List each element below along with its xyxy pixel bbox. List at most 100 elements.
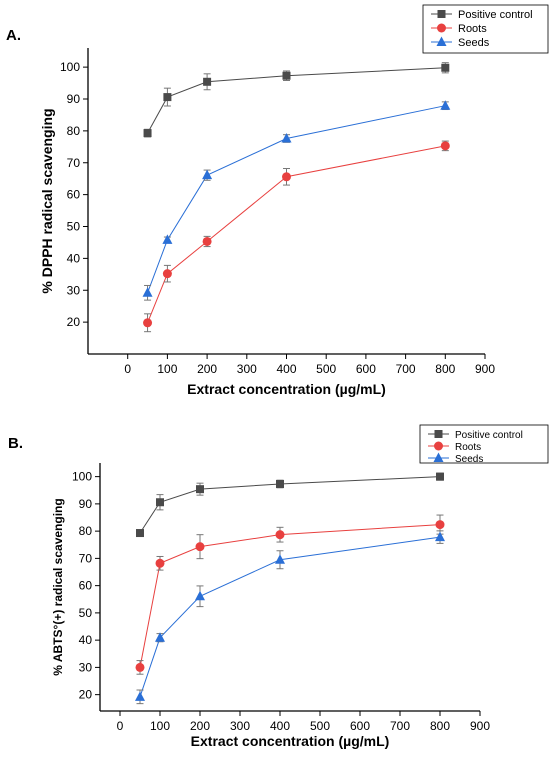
legend-item: Seeds xyxy=(431,36,490,49)
legend-item: Roots xyxy=(428,441,481,453)
legend-label: Positive control xyxy=(458,9,533,21)
x-tick-label: 0 xyxy=(124,362,131,376)
x-axis-label: Extract concentration (µg/mL) xyxy=(187,381,386,397)
x-tick-label: 500 xyxy=(316,362,336,376)
legend-item: Positive control xyxy=(428,430,523,441)
data-point xyxy=(276,479,284,488)
y-axis-label: % ABTS°(+) radical scavenging xyxy=(51,498,65,675)
series-square xyxy=(136,472,444,538)
data-point xyxy=(196,485,204,494)
series-line xyxy=(139,524,441,668)
y-tick-label: 30 xyxy=(79,660,93,674)
x-tick-label: 900 xyxy=(470,719,490,733)
x-tick-label: 100 xyxy=(150,719,170,733)
data-point xyxy=(282,172,291,182)
x-tick-label: 100 xyxy=(157,362,177,376)
data-point xyxy=(163,93,172,102)
data-point xyxy=(435,531,445,542)
data-point xyxy=(162,269,172,279)
series-square xyxy=(143,62,450,138)
chart-panel-0: A. 0 100 200 300 400 500 600 700 800 900 20 30 40 50 60… xyxy=(6,4,549,397)
legend-marker xyxy=(434,441,443,451)
y-tick-label: 70 xyxy=(67,156,81,170)
data-point xyxy=(275,554,285,564)
y-tick-label: 20 xyxy=(67,315,81,329)
y-tick-label: 60 xyxy=(79,579,93,593)
legend-marker xyxy=(436,36,447,46)
y-tick-label: 30 xyxy=(67,283,81,297)
chart-panel-1: B. 0 100 200 300 400 500 600 700 800 900 20 30 40 50 60… xyxy=(8,424,549,749)
panel-label: A. xyxy=(6,27,21,44)
legend-label: Roots xyxy=(455,442,481,453)
legend-marker xyxy=(437,23,446,33)
data-point xyxy=(136,529,144,538)
data-point xyxy=(275,530,285,540)
data-point xyxy=(203,77,212,86)
data-point xyxy=(162,234,173,244)
x-tick-label: 900 xyxy=(475,362,495,376)
legend-label: Roots xyxy=(458,23,487,35)
data-point xyxy=(440,100,451,110)
data-point xyxy=(441,63,450,72)
x-tick-label: 400 xyxy=(276,362,296,376)
x-tick-label: 800 xyxy=(435,362,455,376)
data-point xyxy=(135,691,145,701)
y-tick-label: 70 xyxy=(79,551,93,565)
y-tick-label: 40 xyxy=(67,251,81,265)
data-point xyxy=(156,498,164,507)
data-point xyxy=(202,169,213,180)
data-point xyxy=(282,71,291,80)
data-point xyxy=(195,590,205,601)
data-point xyxy=(202,236,212,246)
x-axis-label: Extract concentration (µg/mL) xyxy=(191,733,390,749)
data-point xyxy=(195,542,205,552)
y-tick-label: 50 xyxy=(67,220,81,234)
y-axis-label: % DPPH radical scavenging xyxy=(39,108,55,293)
data-point xyxy=(155,632,165,642)
x-tick-label: 300 xyxy=(230,719,250,733)
x-tick-label: 400 xyxy=(270,719,290,733)
x-tick-label: 200 xyxy=(197,362,217,376)
legend-marker xyxy=(434,430,443,438)
y-tick-label: 100 xyxy=(60,60,80,74)
legend-marker xyxy=(437,10,446,18)
data-point xyxy=(143,129,152,138)
y-tick-label: 50 xyxy=(79,606,93,620)
series-line xyxy=(147,105,446,293)
x-tick-label: 800 xyxy=(430,719,450,733)
x-tick-label: 700 xyxy=(390,719,410,733)
data-point xyxy=(143,318,153,328)
series-line xyxy=(139,536,441,697)
y-tick-label: 100 xyxy=(72,470,92,484)
series-line xyxy=(147,145,446,323)
series-triangle xyxy=(142,100,451,301)
y-tick-label: 80 xyxy=(79,524,93,538)
legend-item: Seeds xyxy=(428,452,483,465)
legend-label: Positive control xyxy=(455,430,523,441)
y-tick-label: 80 xyxy=(67,124,81,138)
x-tick-label: 0 xyxy=(117,719,124,733)
data-point xyxy=(436,472,444,481)
legend-label: Seeds xyxy=(458,37,490,49)
series-triangle xyxy=(135,530,445,705)
y-tick-label: 20 xyxy=(79,688,93,702)
x-tick-label: 500 xyxy=(310,719,330,733)
x-tick-label: 600 xyxy=(350,719,370,733)
x-tick-label: 700 xyxy=(396,362,416,376)
y-tick-label: 90 xyxy=(79,497,93,511)
y-tick-label: 90 xyxy=(67,92,81,106)
data-point xyxy=(435,520,445,530)
legend-marker xyxy=(433,452,444,462)
panel-label: B. xyxy=(8,435,23,452)
legend-label: Seeds xyxy=(455,454,483,465)
y-tick-label: 60 xyxy=(67,188,81,202)
series-circle xyxy=(143,140,450,333)
x-tick-label: 300 xyxy=(237,362,257,376)
x-tick-label: 600 xyxy=(356,362,376,376)
data-point xyxy=(135,662,145,672)
series-circle xyxy=(135,514,445,675)
legend: Positive control Roots Seeds xyxy=(422,4,549,54)
